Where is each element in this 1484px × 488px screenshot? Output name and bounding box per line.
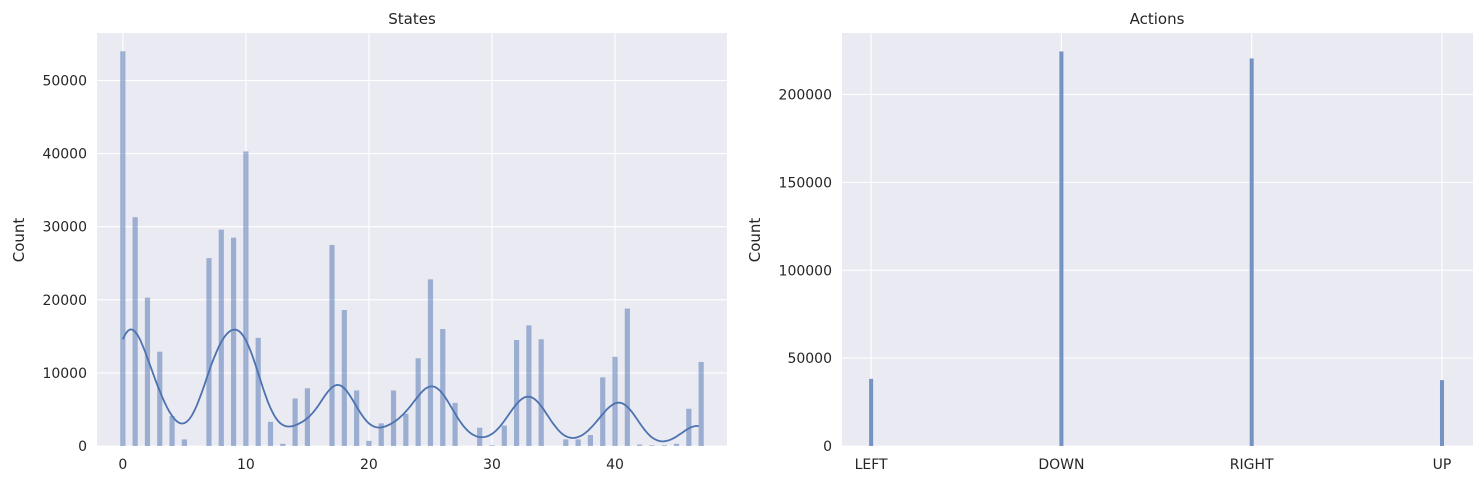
states-bar — [612, 356, 618, 446]
states-bar — [624, 308, 630, 446]
actions-ylabel: Count — [746, 218, 764, 263]
states-bar — [649, 445, 655, 446]
states-ytick-label: 30000 — [42, 220, 87, 236]
states-title: States — [388, 10, 436, 28]
actions-plot-area — [842, 33, 1473, 446]
states-bar — [206, 258, 212, 446]
states-bar — [243, 151, 249, 446]
states-bar — [526, 325, 532, 446]
states-bar — [390, 390, 397, 446]
actions-title: Actions — [1130, 10, 1185, 28]
states-kde-line — [121, 328, 699, 443]
states-bar — [575, 439, 581, 446]
actions-xtick-label: LEFT — [855, 457, 888, 473]
states-bar — [686, 408, 692, 446]
states-bar — [157, 351, 163, 446]
states-xtick-label: 40 — [606, 457, 624, 473]
states-bar — [673, 443, 680, 446]
states-bar — [427, 279, 434, 446]
states-bar — [452, 402, 458, 446]
states-ytick-label: 50000 — [42, 74, 87, 90]
states-plot-area — [97, 33, 727, 446]
states-bar — [563, 439, 569, 446]
states-bar — [637, 444, 643, 446]
actions-bar — [1439, 380, 1444, 446]
states-bar — [661, 445, 667, 446]
states-ytick-label: 10000 — [42, 366, 87, 382]
states-bar — [698, 361, 704, 446]
actions-bar — [1249, 58, 1254, 447]
actions-bar — [1059, 51, 1064, 447]
states-bar — [587, 435, 594, 446]
states-ytick-label: 40000 — [42, 147, 87, 163]
states-bar — [169, 416, 175, 446]
states-bar — [280, 443, 286, 446]
states-chart: States Count 0 10000 20000 30000 40000 50000 0… — [10, 10, 727, 473]
states-bar — [267, 421, 274, 446]
states-xtick-label: 10 — [237, 457, 255, 473]
actions-chart: Actions Count 0 50000 100000 150000 200000 LE… — [746, 10, 1473, 473]
states-ytick-label: 0 — [78, 439, 87, 455]
states-bar — [600, 377, 606, 446]
actions-ytick-label: 0 — [823, 439, 832, 455]
states-bar — [354, 390, 360, 446]
states-xtick-label: 0 — [118, 457, 127, 473]
states-bar — [440, 329, 446, 446]
actions-xtick-label: RIGHT — [1230, 457, 1274, 473]
states-bar — [514, 340, 520, 446]
states-bar — [218, 229, 224, 446]
states-bar — [144, 297, 151, 446]
states-bar — [415, 358, 421, 446]
states-bar — [403, 413, 409, 446]
states-bar — [230, 237, 237, 446]
states-bar — [120, 51, 126, 446]
actions-ytick-label: 50000 — [787, 351, 832, 367]
states-bar — [489, 445, 495, 446]
states-bar — [181, 439, 187, 446]
states-bar — [366, 440, 372, 446]
actions-bar — [869, 378, 874, 446]
states-xtick-label: 30 — [483, 457, 501, 473]
states-ylabel: Count — [10, 218, 28, 263]
actions-xtick-label: UP — [1433, 457, 1452, 473]
states-ytick-label: 20000 — [42, 293, 87, 309]
states-bar — [292, 398, 298, 446]
actions-xtick-label: DOWN — [1038, 457, 1084, 473]
actions-ytick-label: 150000 — [779, 175, 832, 191]
actions-ytick-label: 200000 — [779, 88, 832, 104]
actions-ytick-label: 100000 — [779, 263, 832, 279]
states-bar — [378, 423, 384, 446]
states-bar — [329, 244, 335, 446]
states-bar — [538, 339, 544, 446]
states-bar — [501, 425, 507, 446]
states-bar — [341, 310, 347, 446]
states-bar — [255, 337, 261, 446]
states-xtick-label: 20 — [360, 457, 378, 473]
